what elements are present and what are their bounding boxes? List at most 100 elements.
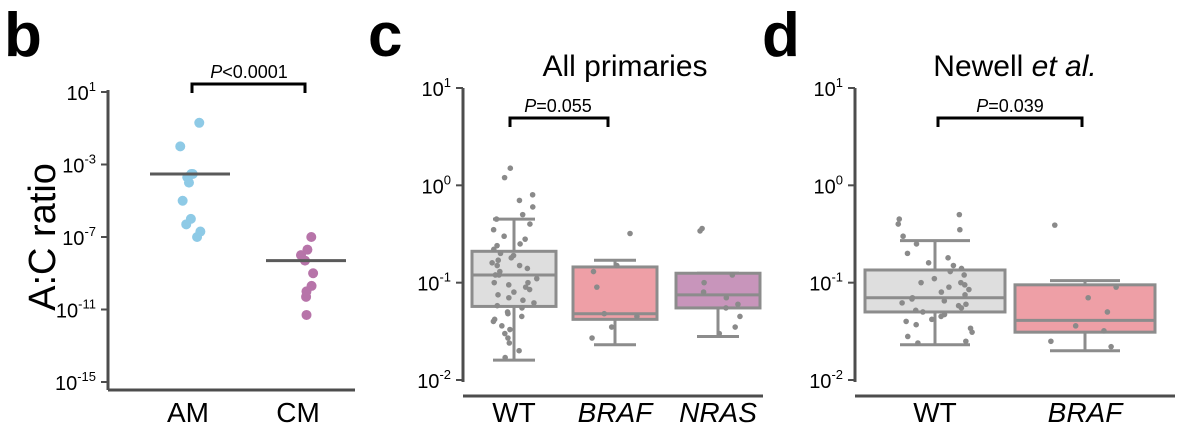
- panel-c-braf-point: [594, 284, 600, 290]
- panel-b-point-cm: [301, 309, 312, 320]
- panel-c-nras-point: [723, 305, 729, 311]
- panel-b-y-tick-label: 10-7: [62, 224, 96, 250]
- panel-b-pvalue: P<0.0001: [210, 62, 288, 82]
- panel-b-points: [175, 117, 319, 320]
- panel-c-wt-point: [533, 275, 540, 282]
- panel-d-wt-point: [947, 268, 954, 275]
- panel-d-wt-point: [913, 241, 920, 247]
- panel-d-y-tick-label: 101: [814, 75, 843, 101]
- panel-b-point-am: [175, 141, 186, 152]
- panel-d-wt-point: [950, 262, 957, 269]
- panel-c-wt-point: [519, 305, 525, 311]
- panel-d-wt-point: [966, 286, 972, 293]
- panel-c-wt-point: [494, 242, 500, 249]
- panel-d-wt-point: [896, 216, 903, 222]
- panel-c-boxes: [470, 165, 762, 362]
- panel-c-wt-box: [470, 249, 558, 308]
- panel-d-wt-point: [895, 221, 902, 227]
- panel-c-pvalue: P=0.055: [524, 96, 592, 116]
- panel-b-ylabel: A:C ratio: [22, 163, 64, 311]
- panel-d-wt-point: [931, 275, 938, 282]
- panel-c-title: All primaries: [542, 50, 707, 83]
- panel-c-nras-point: [735, 301, 741, 308]
- panel-d-wt-point: [941, 298, 948, 304]
- panel-d-pvalue: P=0.039: [976, 96, 1044, 116]
- panel-b-significance-bracket: P<0.0001: [190, 62, 307, 93]
- panel-c-braf-point: [589, 335, 595, 341]
- panel-c-nras-point: [723, 294, 730, 301]
- panel-b-point-am: [183, 177, 194, 188]
- panel-c-wt-point: [516, 197, 523, 204]
- panel-c-wt-point: [501, 233, 507, 240]
- panel-c-wt-point: [526, 286, 533, 293]
- panel-d-wt-point: [957, 226, 963, 233]
- panel-letter-b: b: [4, 1, 42, 70]
- panel-d-wt-point: [918, 279, 924, 286]
- panel-c-braf-point: [601, 310, 608, 317]
- panel-c-wt-point: [507, 165, 514, 171]
- panel-d-braf-point: [1108, 343, 1114, 350]
- panel-c-bracket-line: [508, 116, 610, 127]
- panel-d-boxes: [863, 211, 1157, 353]
- panel-b-y-tick-label: 10-3: [62, 152, 96, 178]
- panel-c-wt-point: [531, 300, 537, 306]
- panel-d-braf-point: [1051, 222, 1058, 228]
- panel-d-wt-point: [929, 316, 935, 323]
- panel-c-wt-point: [529, 204, 536, 210]
- panel-c-wt-point: [517, 241, 523, 247]
- panel-d-wt-point: [961, 272, 967, 278]
- panel-d-braf-point: [1048, 338, 1054, 345]
- panel-c-wt-point: [506, 340, 513, 346]
- panel-c-xlabel-nras: NRAS: [679, 397, 757, 428]
- panel-c-wt-point: [518, 313, 525, 320]
- panel-b-y-tick-label: 101: [67, 79, 96, 105]
- panel-c-wt-point: [494, 262, 500, 269]
- panel-c-y-tick-label: 100: [422, 172, 451, 198]
- panel-b-bracket-line: [190, 82, 307, 93]
- panel-c-y-tick-label: 10-1: [417, 270, 451, 296]
- panel-d-wt-point: [958, 305, 965, 311]
- panel-d-wt-point: [958, 265, 965, 272]
- panel-b-point-cm: [308, 268, 319, 279]
- panel-d-braf-point: [1085, 294, 1091, 301]
- panel-c-wt-point: [493, 216, 500, 222]
- panel-c-wt-point: [505, 310, 511, 317]
- panel-c-braf-point: [634, 313, 640, 320]
- panel-b-point-am: [177, 195, 188, 206]
- panel-c-wt-point: [489, 259, 495, 266]
- panel-d-wt-point: [956, 211, 963, 218]
- panel-d-wt-point: [912, 307, 919, 314]
- panel-d-braf-point: [1104, 309, 1111, 315]
- panel-c-nras-point: [732, 324, 738, 330]
- panel-c-wt-point: [490, 318, 497, 325]
- panel-c-wt-point: [529, 191, 536, 198]
- panel-b-y-tick-label: 10-15: [55, 369, 96, 395]
- panel-c-y-tick-label: 10-2: [417, 367, 451, 393]
- panel-c-nras-point: [737, 313, 743, 320]
- panel-c-wt-point: [516, 262, 523, 269]
- panel-c-wt-point: [491, 246, 497, 253]
- panel-b-medians: [150, 172, 346, 263]
- panel-d-wt-point: [938, 313, 944, 320]
- panel-d-y-tick-label: 10-2: [809, 367, 843, 393]
- panel-d-title: Newell et al.: [933, 50, 1096, 83]
- panel-c-braf-box: [571, 265, 659, 321]
- panel-c-wt-point: [507, 326, 513, 333]
- panel-c-xlabel-braf: BRAF: [578, 397, 655, 428]
- panel-b-point-cm: [306, 232, 317, 242]
- panel-c-wt-point: [501, 174, 508, 181]
- panel-c-nras-point: [700, 289, 707, 295]
- panel-c-wt-point: [502, 330, 508, 337]
- panel-c-wt-point: [516, 347, 522, 354]
- panel-d-xlabel-braf: BRAF: [1048, 397, 1125, 428]
- panel-c-xlabel-wt: WT: [492, 397, 536, 428]
- panel-d-braf-point: [1113, 284, 1119, 290]
- panel-c-braf-point: [590, 268, 597, 275]
- panel-c-nras-point: [701, 279, 707, 286]
- panel-d-wt-point: [915, 340, 921, 346]
- panel-c-y-tick-label: 101: [422, 75, 451, 101]
- panel-d-wt-point: [961, 282, 968, 288]
- panel-d: d Newell et al. 101 100 10-1 10-2 P=0.039 W…: [762, 1, 1175, 428]
- panel-c-nras-point: [697, 228, 703, 234]
